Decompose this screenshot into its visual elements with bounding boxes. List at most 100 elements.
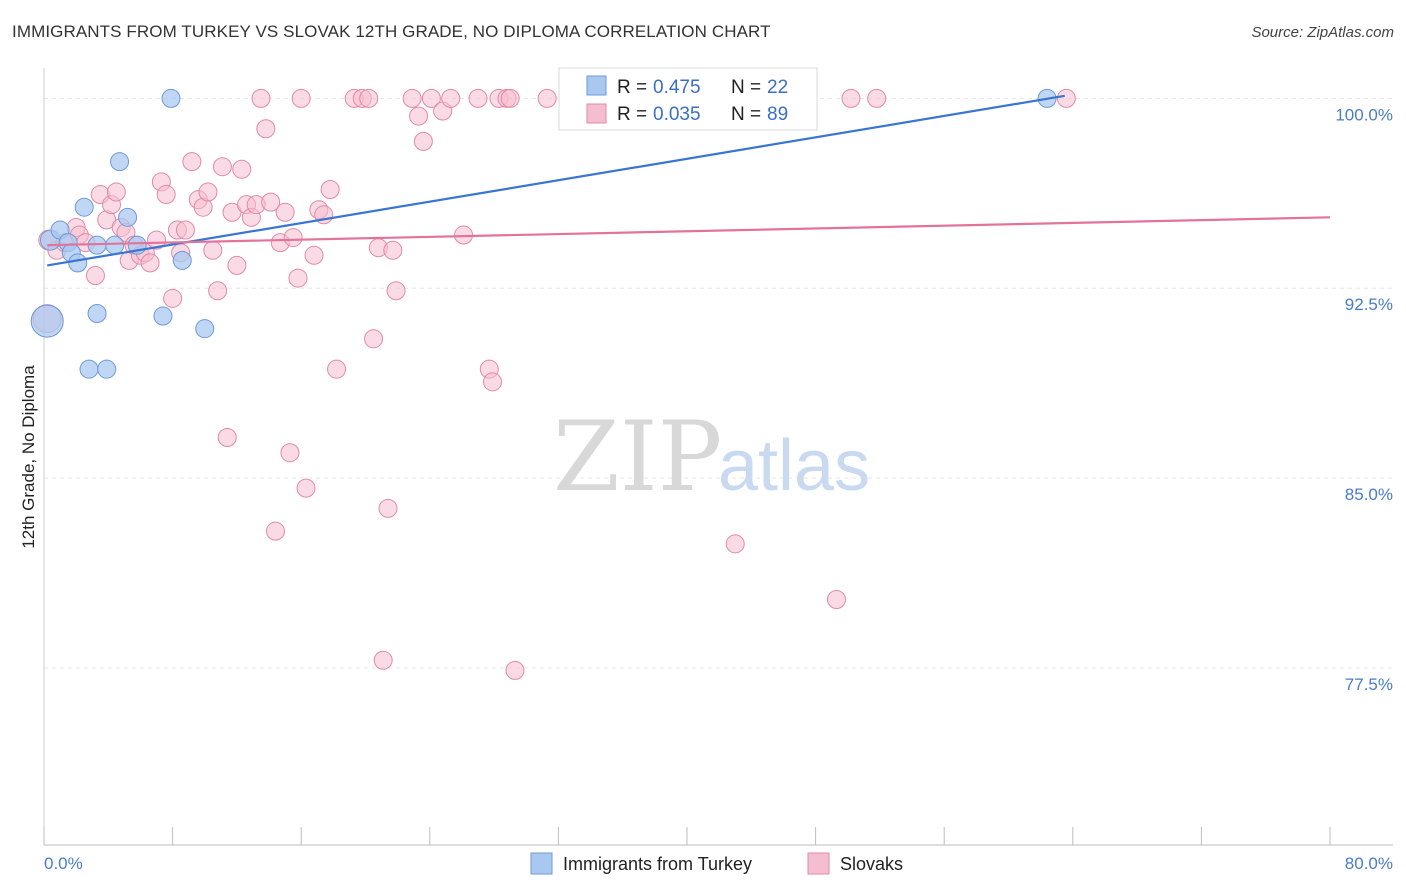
source-note: Source: ZipAtlas.com [1251,24,1394,41]
slovak-point [182,152,202,172]
series-turkey-points [30,88,1057,379]
chart-title: IMMIGRANTS FROM TURKEY VS SLOVAK 12TH GR… [12,22,771,41]
slovak-point [386,281,406,301]
legend-r-label-turkey: R = [617,77,647,98]
slovak-point [140,253,160,273]
y-tick-label: 77.5% [1345,675,1393,694]
slovak-point [156,185,176,205]
watermark-zip: ZIP [553,401,722,513]
slovak-point [280,443,300,463]
y-tick-label: 100.0% [1335,105,1393,124]
series-slovaks-points [32,88,1076,680]
legend-n-label-slovak: N = [731,104,761,125]
slovak-point [304,245,324,265]
slovak-point [373,650,393,670]
watermark-atlas: atlas [718,426,870,506]
series-legend-swatch-turkey [530,852,553,875]
legend-n-value-slovak: 89 [767,104,788,125]
watermark: ZIP atlas [553,401,870,513]
slovak-point [383,240,403,260]
slovak-point [725,534,745,554]
slovak-point [537,88,557,108]
slovak-point [421,88,441,108]
turkey-point [30,304,64,338]
slovak-point [320,179,340,199]
turkey-point [172,250,192,270]
slovak-point [505,660,525,680]
slovak-point [251,88,271,108]
x-tick-label: 0.0% [44,854,83,873]
turkey-point [105,235,125,255]
y-axis-label: 12th Grade, No Diploma [19,365,38,549]
trend-lines [47,94,1331,267]
slovak-point [227,255,247,275]
slovak-point [203,240,223,260]
slovak-point [378,498,398,518]
y-tick-label: 85.0% [1345,485,1393,504]
series-legend-label-turkey: Immigrants from Turkey [563,854,752,874]
slovak-point [217,428,237,448]
slovak-point [841,88,861,108]
turkey-point [118,207,138,227]
stats-legend: R = 0.475 N = 22 R = 0.035 N = 89 [558,67,818,131]
slovak-point [261,192,281,212]
slovak-point [327,359,347,379]
slovak-point [232,159,252,179]
slovak-point [296,478,316,498]
slovak-point [85,266,105,286]
slovak-point [1056,88,1076,108]
legend-r-value-slovak: 0.035 [653,104,701,125]
x-axis-ticks [43,827,1331,845]
grid-lines [44,97,1393,669]
slovak-point [288,268,308,288]
slovak-point [283,228,303,248]
slovak-point [441,88,461,108]
turkey-point [161,88,181,108]
slovak-point [163,288,183,308]
series-legend-label-slovak: Slovaks [840,854,903,874]
series-legend-swatch-slovak [807,852,830,875]
legend-swatch-slovak [586,103,607,124]
slovak-point [826,589,846,609]
slovak-point [256,119,276,139]
turkey-point [74,197,94,217]
slovak-point [265,521,285,541]
slovak-point [212,157,232,177]
x-tick-labels: 0.0% 80.0% [44,854,1393,873]
turkey-point [110,152,130,172]
slovak-point [359,88,379,108]
turkey-point [79,359,99,379]
slovak-point [147,230,167,250]
turkey-point [87,304,107,324]
legend-swatch-turkey [586,75,607,96]
turkey-point [153,306,173,326]
slovak-point [409,106,429,126]
trend-line-slovak [47,216,1331,247]
y-tick-label: 92.5% [1345,295,1393,314]
x-tick-label: 80.0% [1345,854,1393,873]
slovak-point [364,329,384,349]
slovak-point [175,220,195,240]
slovak-point [468,88,488,108]
turkey-point [195,319,215,339]
turkey-point [68,253,88,273]
trend-line-turkey [47,94,1065,267]
slovak-point [106,182,126,202]
slovak-point [208,281,228,301]
slovak-point [291,88,311,108]
slovak-point [275,202,295,222]
series-legend: Immigrants from Turkey Slovaks [530,852,903,875]
legend-n-label-turkey: N = [731,77,761,98]
slovak-point [413,131,433,151]
legend-r-label-slovak: R = [617,104,647,125]
legend-r-value-turkey: 0.475 [653,77,701,98]
turkey-point [97,359,117,379]
y-tick-labels: 100.0% 92.5% 85.0% 77.5% [1335,105,1393,693]
slovak-point [500,88,520,108]
slovak-point [867,88,887,108]
slovak-point [402,88,422,108]
legend-n-value-turkey: 22 [767,77,788,98]
slovak-point [482,372,502,392]
slovak-point [198,182,218,202]
